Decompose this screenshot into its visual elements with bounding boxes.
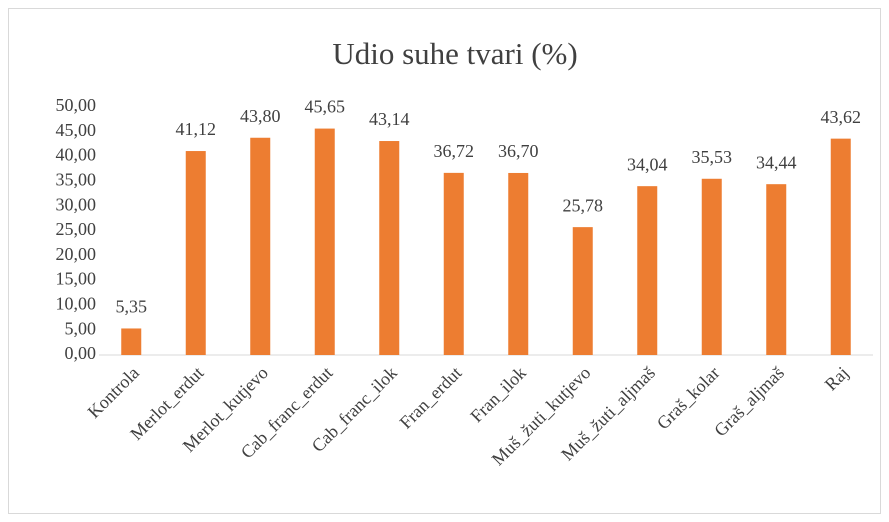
- value-label: 35,53: [692, 147, 733, 167]
- value-label: 5,35: [116, 297, 148, 317]
- bar: [766, 184, 787, 355]
- y-tick-label: 20,00: [56, 244, 97, 264]
- value-label: 36,72: [434, 141, 475, 161]
- chart-title: Udio suhe tvari (%): [332, 36, 577, 71]
- y-tick-label: 25,00: [56, 219, 97, 239]
- bar: [701, 178, 722, 355]
- value-label: 41,12: [176, 119, 217, 139]
- y-tick-label: 10,00: [56, 294, 97, 314]
- y-tick-label: 40,00: [56, 145, 97, 165]
- bar: [250, 137, 271, 355]
- bar: [508, 172, 529, 355]
- value-label: 25,78: [563, 195, 604, 215]
- y-tick-label: 45,00: [56, 120, 97, 140]
- y-tick-label: 35,00: [56, 170, 97, 190]
- value-label: 43,80: [240, 106, 281, 126]
- value-label: 43,62: [821, 107, 862, 127]
- bar: [637, 186, 658, 355]
- value-label: 34,44: [756, 152, 797, 172]
- value-label: 36,70: [498, 141, 539, 161]
- y-tick-label: 5,00: [65, 318, 97, 338]
- bar: [314, 128, 335, 355]
- bar: [121, 328, 142, 355]
- value-label: 34,04: [627, 154, 668, 174]
- bar: [379, 141, 400, 355]
- bar: [830, 138, 851, 355]
- y-tick-label: 50,00: [56, 95, 97, 115]
- value-label: 45,65: [305, 97, 346, 117]
- bar: [572, 227, 593, 355]
- bar: [185, 151, 206, 355]
- y-tick-label: 15,00: [56, 269, 97, 289]
- y-tick-label: 30,00: [56, 194, 97, 214]
- bar: [443, 172, 464, 355]
- value-label: 43,14: [369, 109, 410, 129]
- y-tick-label: 0,00: [65, 343, 97, 363]
